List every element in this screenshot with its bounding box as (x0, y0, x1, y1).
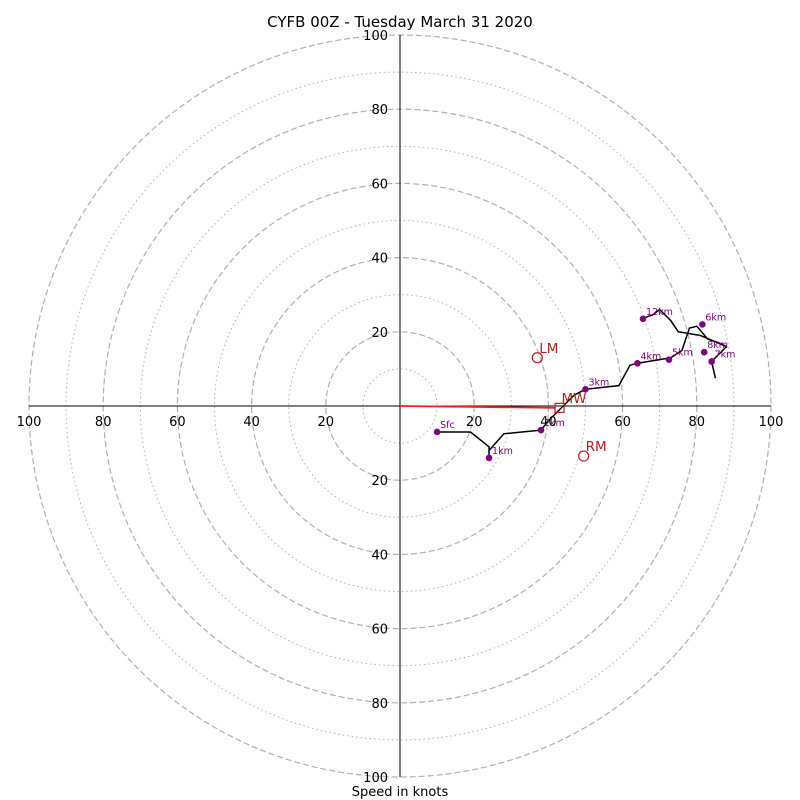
tick-label-east: 80 (689, 415, 706, 430)
height-marker-8km (700, 348, 708, 356)
storm-motion-lm-marker (531, 352, 543, 364)
height-label-sfc: Sfc (440, 420, 455, 431)
tick-labels: 2020202040404040606060608080808010010010… (17, 29, 784, 786)
height-label-5km: 5km (672, 348, 693, 359)
height-label-12km: 12km (646, 307, 673, 318)
height-label-8km: 8km (707, 340, 728, 351)
tick-label-west: 80 (95, 415, 112, 430)
tick-label-north: 40 (371, 252, 388, 267)
tick-label-east: 100 (759, 415, 784, 430)
tick-label-north: 100 (363, 29, 388, 44)
height-marker-2km (537, 426, 545, 434)
tick-label-north: 80 (371, 103, 388, 118)
hodograph-trace (437, 308, 728, 459)
storm-motion-rm-marker (578, 450, 590, 462)
storm-motion-markers: LM MW RM (531, 341, 607, 462)
tick-label-south: 20 (371, 474, 388, 489)
shear-vector (399, 405, 556, 409)
storm-motion-lm-label: LM (539, 341, 558, 357)
tick-label-west: 40 (243, 415, 260, 430)
height-label-4km: 4km (640, 351, 661, 362)
tick-label-west: 100 (17, 415, 42, 430)
tick-label-south: 40 (371, 548, 388, 563)
storm-motion-rm-label: RM (586, 439, 607, 455)
height-label-1km: 1km (492, 446, 513, 457)
height-marker-12km (639, 315, 647, 323)
shear-vector-line (399, 405, 556, 409)
tick-label-south: 60 (371, 623, 388, 638)
height-marker-5km (665, 356, 673, 363)
tick-label-south: 100 (363, 771, 388, 786)
tick-label-east: 60 (614, 415, 631, 430)
height-label-3km: 3km (589, 377, 610, 388)
tick-label-west: 20 (318, 415, 335, 430)
height-label-6km: 6km (705, 312, 726, 323)
height-label-7km: 7km (715, 349, 736, 360)
tick-label-south: 80 (371, 697, 388, 712)
hodograph-line (437, 308, 728, 459)
height-label-2km: 2km (544, 418, 565, 429)
height-marker-4km (634, 360, 641, 367)
tick-label-east: 20 (466, 415, 483, 430)
height-marker-1km (485, 454, 493, 462)
height-marker-3km (582, 386, 589, 393)
tick-label-west: 60 (169, 415, 186, 430)
storm-motion-mw-marker (554, 402, 565, 413)
height-marker-sfc (433, 428, 441, 436)
tick-label-north: 20 (371, 326, 388, 341)
x-axis-label: Speed in knots (352, 785, 449, 800)
chart-title: CYFB 00Z - Tuesday March 31 2020 (267, 13, 533, 31)
tick-label-north: 60 (371, 177, 388, 192)
height-marker-6km (699, 321, 706, 328)
height-marker-7km (708, 358, 715, 365)
storm-motion-mw-label: MW (562, 391, 587, 407)
